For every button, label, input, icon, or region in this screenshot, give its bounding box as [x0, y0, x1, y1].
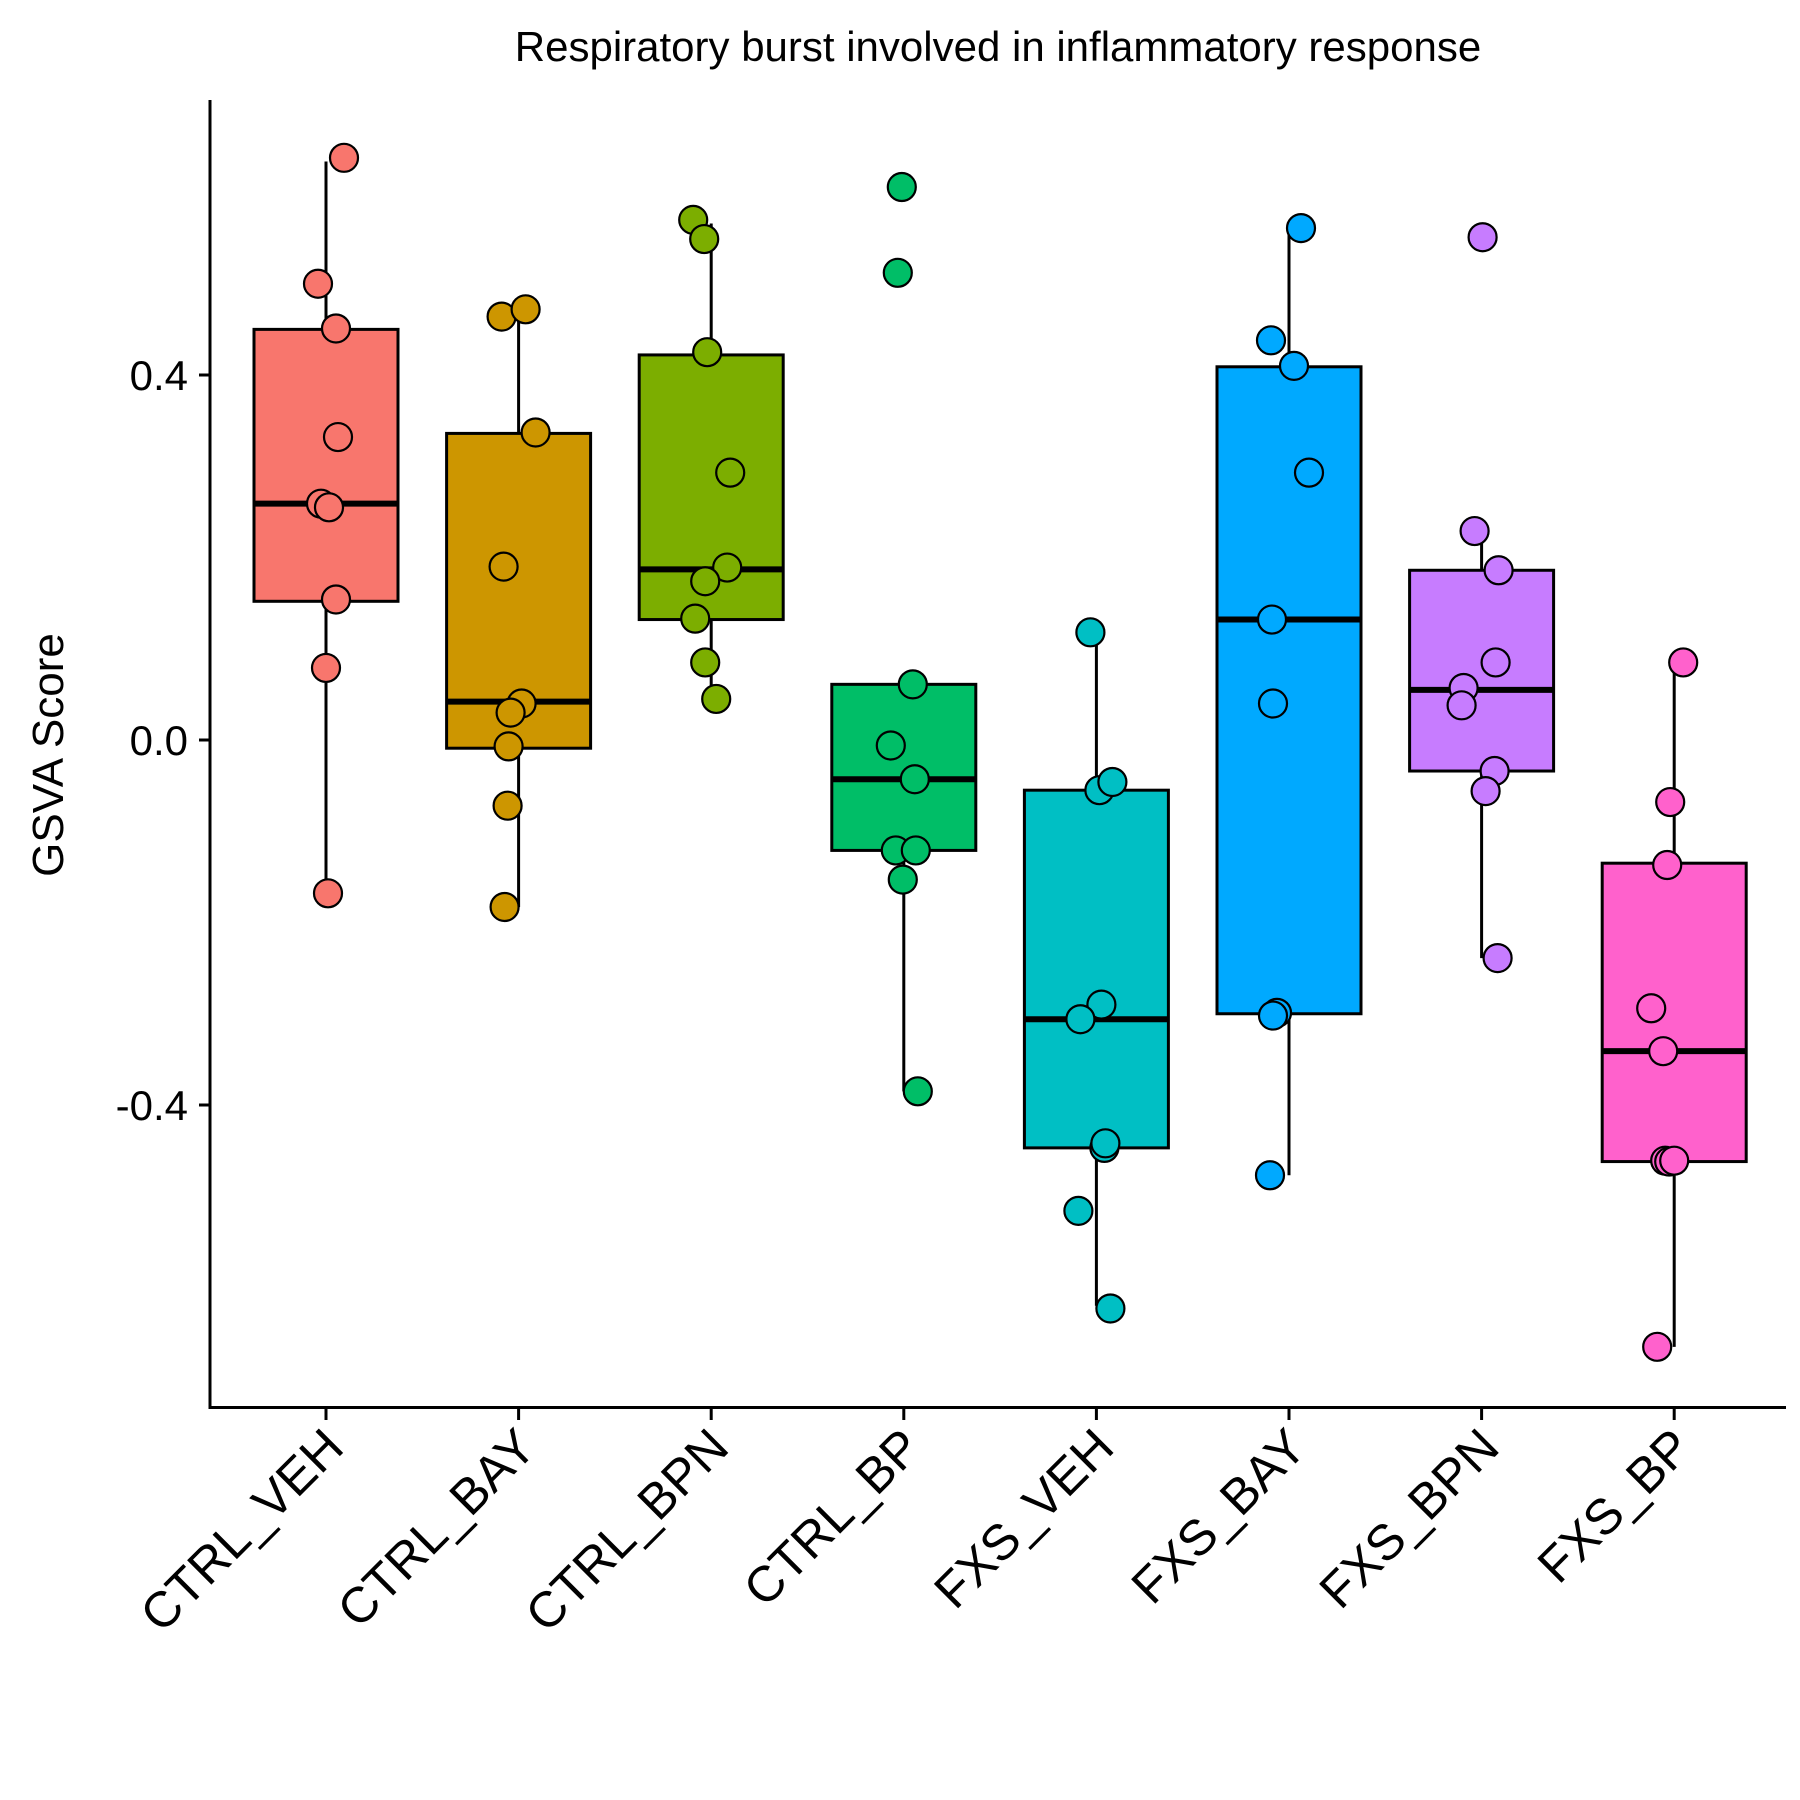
group-ctrl-bay	[445, 294, 593, 923]
data-point	[1642, 1331, 1673, 1362]
x-tick-label: FXS_BP	[1527, 1418, 1702, 1593]
data-point	[1459, 515, 1490, 547]
data-point	[1668, 647, 1699, 678]
plot-area	[252, 142, 1748, 1362]
data-point	[690, 566, 721, 597]
data-point	[680, 603, 711, 634]
data-point	[320, 584, 352, 615]
data-point	[495, 697, 526, 728]
data-point	[1257, 1000, 1289, 1031]
data-point	[692, 337, 723, 368]
data-point	[1467, 222, 1498, 253]
data-point	[1648, 1036, 1679, 1067]
data-point	[1086, 989, 1117, 1020]
data-point	[900, 835, 931, 866]
data-point	[1063, 1195, 1094, 1226]
data-point	[715, 457, 746, 488]
data-point	[1483, 555, 1514, 586]
data-point	[1278, 350, 1310, 381]
data-point	[492, 790, 523, 821]
data-point	[1257, 688, 1289, 719]
y-tick-label: 0.4	[130, 352, 188, 399]
data-point	[882, 257, 913, 288]
data-point	[489, 891, 520, 923]
data-point	[310, 652, 342, 684]
data-point	[322, 421, 354, 453]
data-point	[320, 313, 352, 344]
data-point	[1065, 1004, 1096, 1035]
data-point	[712, 552, 743, 583]
data-point	[1254, 1160, 1286, 1191]
data-point	[1659, 1145, 1690, 1176]
data-point	[902, 1076, 933, 1107]
x-tick-label: CTRL_BP	[733, 1418, 932, 1617]
data-point	[1097, 766, 1128, 798]
data-point	[875, 730, 906, 761]
group-ctrl-veh	[252, 142, 400, 909]
x-tick-label: CTRL_VEH	[129, 1418, 353, 1642]
data-point	[1256, 604, 1288, 635]
group-fxs-bpn	[1408, 222, 1556, 974]
data-point	[1636, 993, 1667, 1024]
box	[830, 682, 978, 852]
group-ctrl-bp	[830, 171, 978, 1107]
box	[252, 327, 400, 603]
data-point	[302, 268, 334, 299]
x-tick-label: FXS_VEH	[923, 1418, 1124, 1619]
x-tick-label: CTRL_BAY	[327, 1418, 547, 1638]
data-point	[1075, 617, 1106, 648]
box	[1408, 568, 1556, 773]
data-point	[313, 492, 345, 523]
group-ctrl-bpn	[637, 204, 785, 715]
data-point	[897, 669, 928, 700]
data-point	[493, 731, 524, 762]
x-tick-label: FXS_BAY	[1121, 1418, 1317, 1614]
data-point	[1095, 1293, 1126, 1324]
data-point	[1470, 775, 1501, 807]
data-point	[1652, 849, 1683, 881]
data-point	[328, 142, 360, 173]
data-point	[510, 294, 541, 325]
box	[1215, 365, 1363, 1016]
data-point	[1655, 786, 1686, 818]
data-point	[689, 223, 720, 255]
data-point	[1293, 457, 1325, 488]
data-point	[1482, 942, 1513, 974]
box	[1600, 861, 1748, 1164]
data-point	[1285, 212, 1317, 244]
data-point	[488, 551, 519, 582]
data-point	[899, 764, 930, 795]
y-axis-title: GSVA Score	[24, 633, 73, 877]
group-fxs-bay	[1215, 212, 1363, 1191]
data-point	[1480, 647, 1511, 678]
data-point	[520, 417, 551, 448]
x-tick-label: FXS_BPN	[1309, 1418, 1510, 1619]
box	[1022, 788, 1170, 1150]
data-point	[690, 647, 721, 678]
data-point	[1446, 690, 1477, 721]
data-point	[1090, 1128, 1121, 1159]
y-tick-label: 0.0	[130, 717, 188, 764]
y-tick-label: -0.4	[116, 1082, 188, 1129]
data-point	[1255, 325, 1287, 356]
data-point	[886, 171, 917, 203]
group-fxs-veh	[1022, 617, 1170, 1324]
group-fxs-bp	[1600, 647, 1748, 1362]
data-point	[701, 683, 732, 715]
data-point	[887, 864, 918, 895]
x-tick-label: CTRL_BPN	[515, 1418, 739, 1642]
chart-title: Respiratory burst involved in inflammato…	[515, 23, 1481, 70]
data-point	[312, 878, 344, 909]
